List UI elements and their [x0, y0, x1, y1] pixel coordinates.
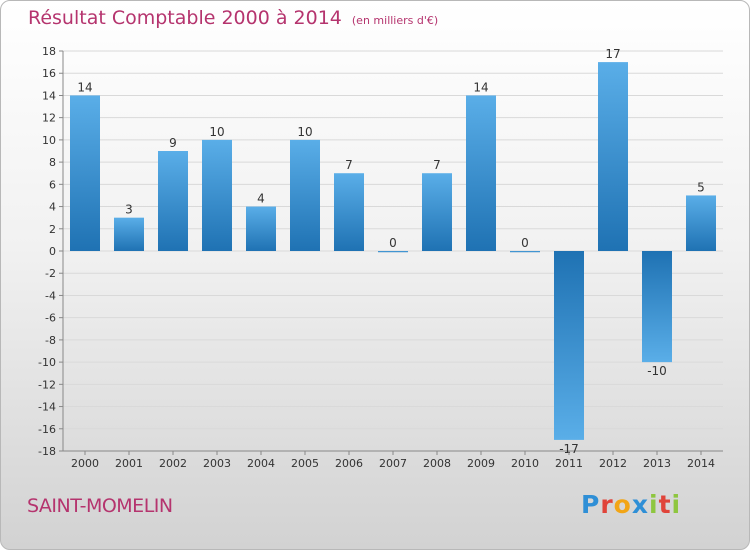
x-tick-label: 2013 [643, 457, 671, 470]
x-tick-label: 2004 [247, 457, 275, 470]
proxiti-logo[interactable]: Proxiti [581, 490, 681, 519]
y-tick-label: 10 [42, 134, 56, 147]
value-label: 0 [389, 236, 397, 250]
value-label: 5 [697, 180, 705, 194]
bar [290, 139, 320, 251]
x-tick-label: 2011 [555, 457, 583, 470]
bar [422, 173, 452, 251]
x-tick-label: 2001 [115, 457, 143, 470]
y-tick-label: 14 [42, 89, 56, 102]
value-label: 0 [521, 236, 529, 250]
logo-letter: o [613, 490, 632, 519]
bar [642, 251, 672, 363]
bar [554, 251, 584, 440]
x-tick-label: 2002 [159, 457, 187, 470]
value-label: 14 [473, 80, 488, 94]
x-tick-label: 2000 [71, 457, 99, 470]
bar [598, 62, 628, 251]
title-row: Résultat Comptable 2000 à 2014 (en milli… [28, 7, 438, 29]
y-tick-label: 8 [49, 156, 56, 169]
y-tick-label: -4 [45, 289, 56, 302]
y-tick-label: 6 [49, 178, 56, 191]
chart-title: Résultat Comptable 2000 à 2014 [28, 7, 342, 29]
logo-letter: i [671, 490, 682, 519]
place-name: SAINT-MOMELIN [27, 495, 173, 517]
x-tick-label: 2014 [687, 457, 715, 470]
logo-letter: r [600, 490, 614, 519]
value-label: 4 [257, 192, 265, 206]
y-tick-label: 4 [49, 201, 56, 214]
bar [334, 173, 364, 251]
bar [466, 95, 496, 251]
x-tick-label: 2003 [203, 457, 231, 470]
value-label: 10 [209, 125, 224, 139]
x-tick-label: 2008 [423, 457, 451, 470]
logo-letter: t [658, 490, 672, 519]
value-label: 9 [169, 136, 177, 150]
bar [158, 151, 188, 251]
y-tick-label: -2 [45, 267, 56, 280]
y-tick-label: -18 [38, 445, 56, 458]
y-tick-label: -8 [45, 334, 56, 347]
y-tick-label: 2 [49, 223, 56, 236]
y-tick-label: 16 [42, 67, 56, 80]
bar [246, 206, 276, 251]
chart-subtitle: (en milliers d'€) [351, 14, 439, 27]
y-tick-label: -16 [38, 423, 56, 436]
value-label: 10 [297, 125, 312, 139]
y-tick-label: 18 [42, 45, 56, 58]
value-label: 14 [77, 80, 92, 94]
x-tick-label: 2007 [379, 457, 407, 470]
bar [70, 95, 100, 251]
bar [114, 217, 144, 251]
y-tick-label: -10 [38, 356, 56, 369]
logo-letter: P [581, 490, 601, 519]
y-tick-label: -14 [38, 401, 56, 414]
x-tick-label: 2006 [335, 457, 363, 470]
value-label: 7 [345, 158, 353, 172]
logo-letter: x [631, 490, 649, 519]
y-tick-label: 0 [49, 245, 56, 258]
bar [510, 251, 540, 253]
bar [202, 139, 232, 251]
x-tick-label: 2012 [599, 457, 627, 470]
x-tick-label: 2005 [291, 457, 319, 470]
x-tick-label: 2009 [467, 457, 495, 470]
value-label: 17 [605, 47, 620, 61]
logo-letter: i [649, 490, 659, 519]
bar [686, 195, 716, 251]
value-label: -17 [559, 442, 579, 456]
value-label: 7 [433, 158, 441, 172]
value-label: -10 [647, 364, 667, 378]
y-tick-label: -12 [38, 378, 56, 391]
y-tick-label: 12 [42, 112, 56, 125]
y-tick-label: -6 [45, 312, 56, 325]
value-label: 3 [125, 203, 133, 217]
bar [378, 251, 408, 253]
x-tick-label: 2010 [511, 457, 539, 470]
